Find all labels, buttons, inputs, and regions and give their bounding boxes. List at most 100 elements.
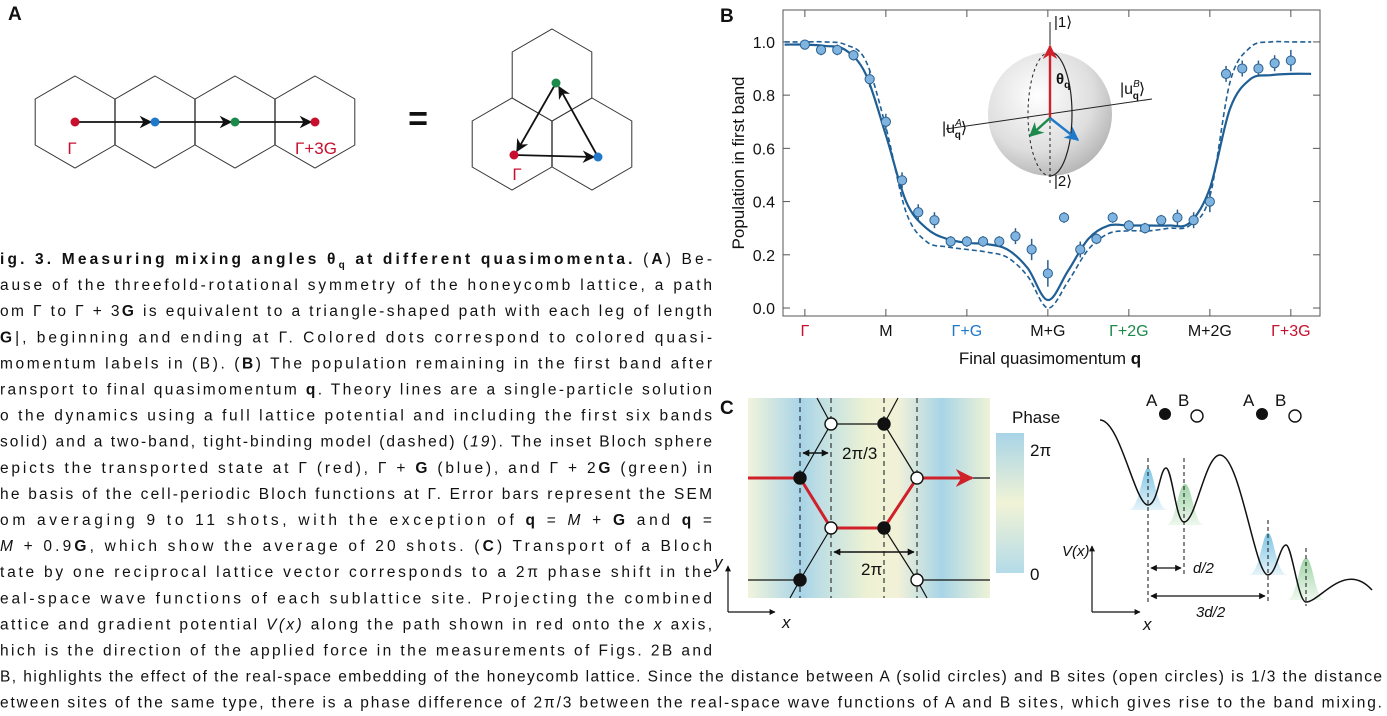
site-label: A	[1146, 391, 1158, 410]
wavefunction	[1248, 533, 1288, 575]
caption-line: B, highlights the effect of the real-spa…	[0, 669, 1382, 686]
colorbar	[996, 433, 1024, 573]
dot	[70, 117, 80, 127]
data-point	[961, 236, 972, 247]
x-tick-label: M	[879, 323, 892, 340]
caption-text: C	[483, 538, 494, 555]
site-a	[1159, 408, 1171, 420]
distance-label: 3d/2	[1196, 604, 1226, 621]
caption-text: x	[653, 616, 663, 633]
caption-text: ransport to final quasimomentum	[0, 382, 303, 399]
caption-line: o the dynamics using a full lattice pote…	[0, 408, 712, 425]
caption-text: om Γ to Γ + 3	[0, 303, 119, 320]
x-tick-label: Γ	[800, 323, 809, 340]
lattice	[34, 28, 633, 191]
site-a	[877, 417, 891, 431]
caption-text: momentum labels in (B). (	[0, 355, 240, 372]
ket-sub: q	[955, 130, 961, 141]
caption-text: om averaging 9 to 11 shots, with the exc…	[0, 512, 522, 529]
caption-text: B	[242, 355, 253, 372]
caption-text: axis,	[664, 616, 712, 633]
y-tick-label: 0.2	[753, 248, 775, 265]
caption-text: epicts the transported state at Γ (red),…	[0, 460, 413, 477]
caption-text: M	[0, 538, 13, 555]
caption-text: q	[339, 260, 345, 271]
y-tick-label: 0.4	[753, 195, 775, 212]
caption-line: solid) and a two-band, tight-binding mod…	[0, 434, 712, 451]
caption-text: solid) and a two-band, tight-binding mod…	[0, 434, 469, 451]
site-a	[793, 471, 807, 485]
data-point	[1253, 63, 1264, 74]
caption-text: q	[526, 512, 535, 529]
caption-text: is equivalent to a triangle-shaped path …	[136, 303, 712, 320]
colorbar-title: Phase	[1012, 408, 1060, 427]
caption-line: hich is the direction of the applied for…	[0, 643, 712, 660]
dot	[310, 117, 320, 127]
caption-text: ) The population remaining in the first …	[256, 355, 712, 372]
data-point	[1139, 223, 1151, 234]
caption-text: G	[0, 329, 12, 346]
caption-text: at different quasimomenta.	[348, 251, 633, 268]
caption-line: M + 0.9 G, which show the average of 20 s…	[0, 538, 712, 555]
y-tick-label: 0.6	[753, 141, 775, 158]
caption-text: ) Be-	[666, 251, 712, 268]
arrow	[513, 150, 596, 164]
potential-panel: d/2 3d/2 A B A B V(x) x	[1062, 391, 1373, 634]
x-axis-label: Final quasimomentum q	[959, 349, 1141, 368]
theta: θ	[1056, 71, 1064, 88]
caption-text: etween sites of the same type, there is …	[0, 695, 1382, 712]
site-label: B	[1275, 391, 1286, 410]
arrow	[558, 85, 599, 158]
axis-label: x	[781, 613, 791, 632]
caption-text: ig. 3. Measuring mixing angles θ	[0, 251, 335, 268]
x-tick-label: M+2G	[1188, 323, 1232, 340]
caption-text: (green) in	[613, 460, 712, 477]
plot-frame	[782, 9, 1321, 317]
hexagon	[511, 28, 593, 122]
caption-text: ) Transport of a Bloch	[497, 538, 712, 555]
data-point	[896, 175, 908, 186]
caption-text: o the dynamics using a full lattice pote…	[0, 408, 712, 425]
red-path	[748, 469, 974, 530]
potential-curve	[1099, 419, 1373, 603]
caption-line: momentum labels in (B). (B) The populati…	[0, 355, 712, 372]
caption-text: M	[568, 512, 581, 529]
data-point	[945, 236, 956, 247]
ket-label: |1⟩	[1054, 14, 1072, 31]
caption-text: and	[629, 512, 678, 529]
plot: 0.0 0.2 0.4 0.6 0.8 1.0 Γ M Γ+G M+G Γ+2G M+2G Γ+3G	[753, 9, 1321, 340]
caption-text: G	[122, 303, 134, 320]
caption-line: tate by one reciprocal lattice vector co…	[0, 564, 712, 581]
ket-label: |2⟩	[1054, 173, 1072, 190]
caption-line: ig. 3. Measuring mixing angles θ q at dif…	[0, 251, 712, 271]
data-point	[815, 44, 827, 56]
caption-text: ause of the threefold-rotational symmetr…	[0, 277, 712, 294]
ket-sup: B	[1133, 79, 1140, 90]
caption-text: G	[415, 460, 427, 477]
data-point	[1285, 55, 1296, 66]
phase-shift-label: 2π	[861, 560, 882, 579]
caption-text: A	[651, 251, 662, 268]
caption-line: epicts the transported state at Γ (red),…	[0, 460, 712, 477]
data-point	[848, 50, 859, 61]
data-point	[977, 236, 989, 247]
y-tick-label: 0.8	[753, 88, 775, 105]
ket-sup: A	[954, 118, 962, 129]
data-point	[1042, 268, 1053, 279]
caption-text: . Theory lines are a single-particle sol…	[318, 382, 712, 399]
x-tick-label: Γ+3G	[1271, 323, 1311, 340]
hexagon	[551, 97, 633, 191]
site-b	[910, 573, 924, 587]
site-a	[1256, 408, 1268, 420]
caption-line: he basis of the cell-periodic Bloch func…	[0, 486, 712, 503]
caption-text: he basis of the cell-periodic Bloch func…	[0, 486, 712, 503]
caption-text: G	[613, 512, 625, 529]
caption-text: (blue), and Γ + 2	[430, 460, 595, 477]
equals: =	[408, 100, 428, 138]
data-point	[1156, 215, 1167, 226]
hexagon	[274, 75, 356, 169]
caption-line: ransport to final quasimomentum q. Theor…	[0, 382, 712, 399]
caption-text: tate by one reciprocal lattice vector co…	[0, 564, 712, 581]
path	[748, 469, 974, 530]
